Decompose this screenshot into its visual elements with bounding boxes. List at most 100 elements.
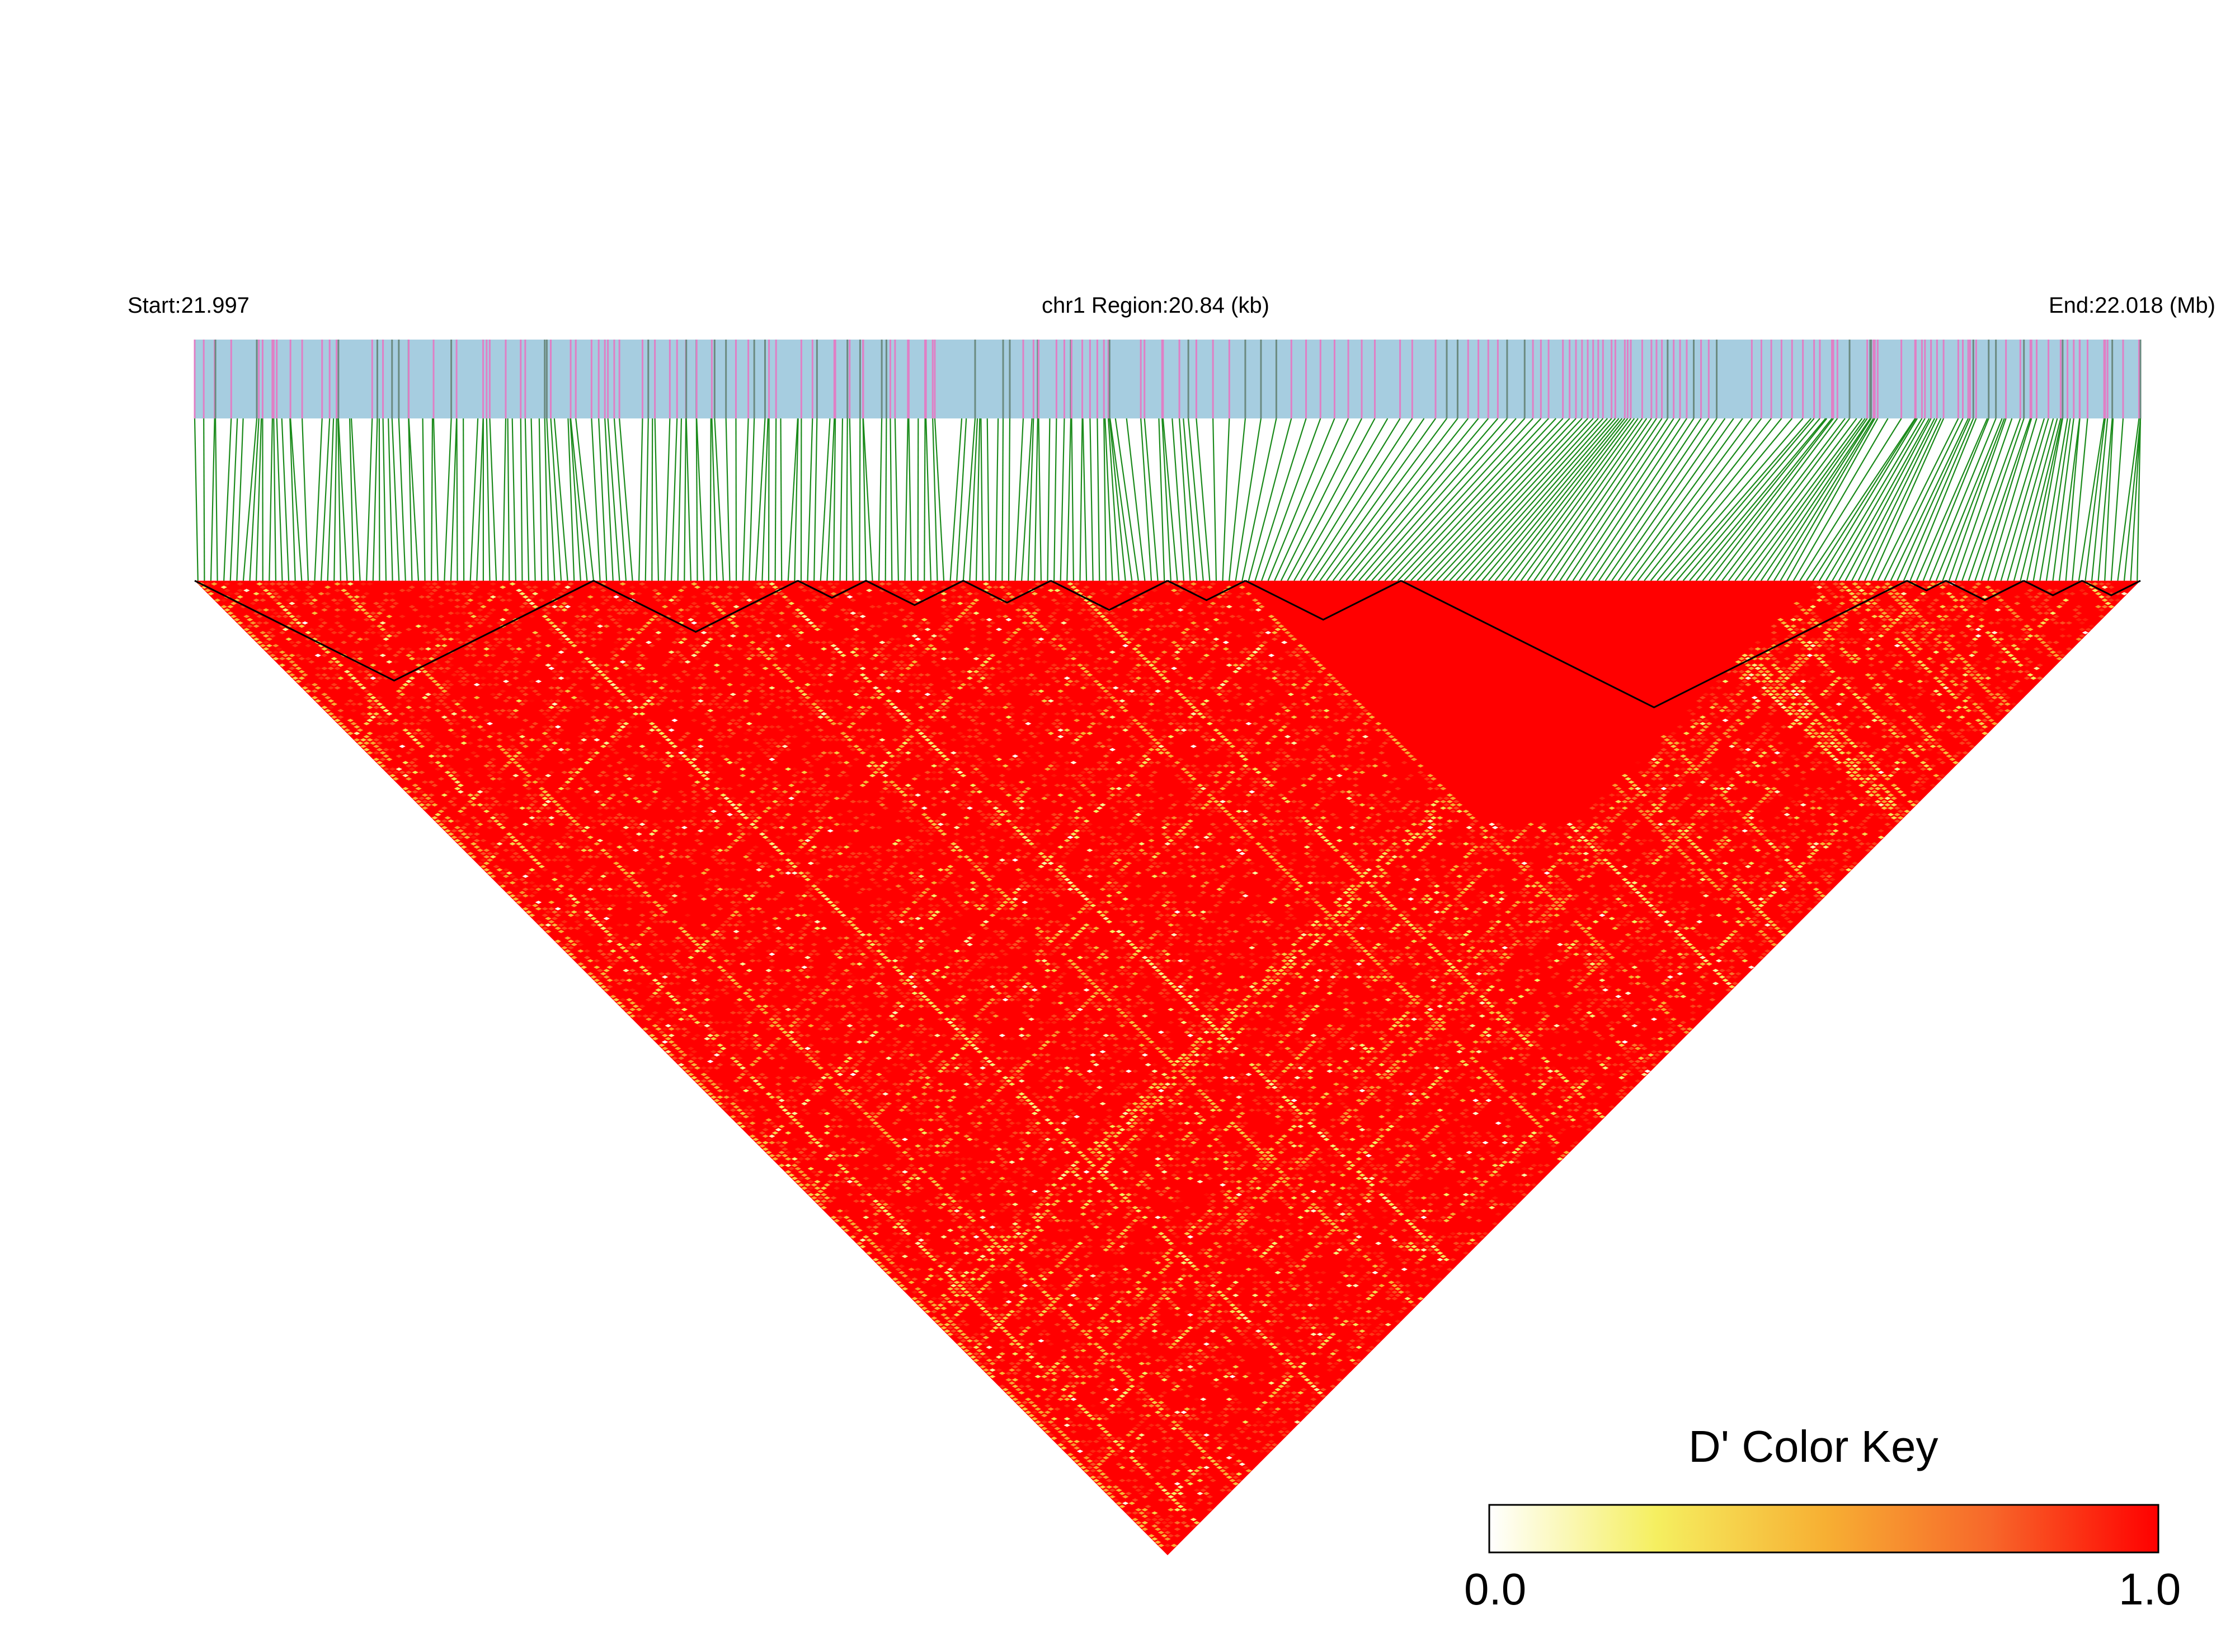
ld-cell xyxy=(567,946,575,950)
ld-cell xyxy=(350,676,357,680)
snp-connector-line xyxy=(1566,418,1674,581)
snp-connector-line xyxy=(2130,418,2142,581)
ld-cell xyxy=(558,923,564,927)
ld-cell xyxy=(1125,1491,1132,1495)
ld-cell xyxy=(982,1362,990,1366)
snp-connector-line xyxy=(2110,418,2124,581)
ld-cell xyxy=(282,608,289,612)
ld-cell xyxy=(769,1154,775,1157)
ld-cell xyxy=(311,696,318,699)
ld-cell xyxy=(901,1287,909,1291)
ld-cell xyxy=(606,959,613,963)
ld-cell xyxy=(512,858,519,862)
ld-cell xyxy=(940,1261,947,1265)
ld-cell xyxy=(282,614,289,618)
ld-cell xyxy=(363,676,370,680)
ld-cell xyxy=(587,959,594,963)
ld-cell xyxy=(379,764,387,768)
ld-cell xyxy=(655,1027,662,1031)
ld-cell xyxy=(1041,1427,1048,1430)
snp-connector-line xyxy=(1456,418,1604,581)
ld-cell xyxy=(713,1066,721,1070)
ld-cell xyxy=(324,676,331,680)
ld-cell xyxy=(1148,1475,1155,1479)
ld-cell xyxy=(1145,1511,1152,1515)
ld-cell xyxy=(973,1339,980,1343)
ld-cell xyxy=(331,657,338,661)
ld-cell xyxy=(674,1001,681,1005)
snp-connector-line xyxy=(1637,418,1762,581)
snp-connector-line xyxy=(210,418,215,581)
ld-cell xyxy=(814,1141,821,1145)
ld-cell xyxy=(681,1053,688,1057)
ld-cell xyxy=(593,900,600,904)
ld-cell xyxy=(1076,1423,1084,1427)
ld-cell xyxy=(499,884,506,888)
ld-cell xyxy=(545,910,552,914)
ld-cell xyxy=(587,907,594,911)
ld-cell xyxy=(1119,1491,1126,1495)
ld-cell xyxy=(762,1135,769,1138)
ld-cell xyxy=(473,793,481,797)
snp-connector-line xyxy=(1767,418,1872,581)
ld-cell xyxy=(596,975,604,979)
ld-cell xyxy=(431,803,438,807)
ld-cell xyxy=(496,842,503,846)
ld-cell xyxy=(872,1199,879,1203)
ld-cell xyxy=(454,787,461,790)
ld-cell xyxy=(798,1170,804,1174)
ld-cell xyxy=(596,949,604,953)
ld-cell xyxy=(645,1030,652,1034)
ld-cell xyxy=(574,914,581,917)
snp-connector-line xyxy=(619,418,633,581)
snp-connector-line xyxy=(1391,418,1542,581)
ld-cell xyxy=(1132,1446,1138,1450)
ld-cell xyxy=(966,1287,973,1291)
ld-cell xyxy=(418,790,425,794)
ld-cell xyxy=(434,741,441,745)
ld-cell xyxy=(782,1154,788,1157)
ld-cell xyxy=(441,754,448,758)
ld-cell xyxy=(1177,1491,1184,1495)
ld-cell xyxy=(999,1320,1006,1323)
snp-connector-line xyxy=(725,418,731,581)
ld-cell xyxy=(1060,1439,1067,1443)
ld-cell xyxy=(752,1137,759,1141)
ld-cell xyxy=(1135,1456,1142,1460)
ld-cell xyxy=(710,1082,717,1086)
ld-cell xyxy=(1008,1362,1015,1366)
ld-cell xyxy=(1038,1423,1044,1427)
ld-cell xyxy=(914,1287,921,1291)
ld-cell xyxy=(865,1225,873,1229)
ld-cell xyxy=(1022,1407,1028,1411)
ld-cell xyxy=(1112,1485,1119,1489)
ld-cell xyxy=(989,1375,996,1378)
ld-cell xyxy=(318,702,324,706)
ld-cell xyxy=(1099,1485,1106,1489)
ld-cell xyxy=(755,1076,763,1080)
ld-cell xyxy=(340,725,347,729)
ld-cell xyxy=(1018,1358,1025,1362)
ld-cell xyxy=(917,1297,925,1301)
ld-cell xyxy=(227,592,234,596)
ld-cell xyxy=(1044,1371,1051,1375)
ld-cell xyxy=(545,930,552,934)
snp-connector-line xyxy=(1728,418,1850,581)
ld-cell xyxy=(535,842,542,846)
snp-connector-line xyxy=(223,418,232,581)
ld-cell xyxy=(876,1261,882,1265)
ld-cell xyxy=(337,663,344,667)
ld-cell xyxy=(350,722,357,726)
ld-cell xyxy=(979,1326,986,1330)
ld-cell xyxy=(788,1173,795,1177)
ld-cell xyxy=(892,1232,898,1236)
ld-cell xyxy=(561,874,568,878)
ld-cell xyxy=(584,949,591,953)
snp-connector-line xyxy=(671,418,678,581)
ld-cell xyxy=(674,1008,681,1011)
snp-connector-line xyxy=(1819,418,1918,581)
snp-connector-line xyxy=(1280,418,1363,581)
ld-cell xyxy=(522,894,529,898)
ld-cell xyxy=(525,903,532,907)
ld-cell xyxy=(623,988,629,992)
